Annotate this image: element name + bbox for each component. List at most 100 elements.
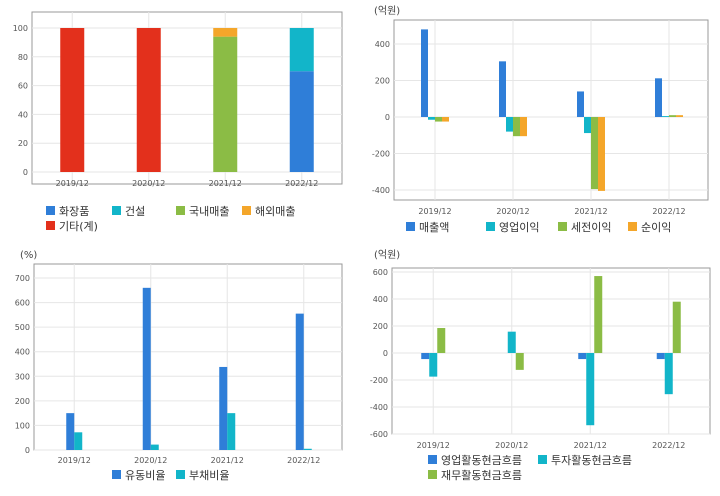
- y-tick-label: 200: [375, 77, 390, 86]
- chart-frame: [393, 19, 709, 201]
- chart-4: -600 -400 -200 0 200 400 600 2019/12 2020/12 2021…: [370, 249, 711, 482]
- legend-label: 세전이익: [571, 221, 611, 234]
- bar-재무활동현금흐름: [515, 353, 524, 370]
- bar-부채비율: [227, 413, 236, 450]
- bar-투자활동현금흐름: [507, 331, 516, 353]
- y-tick-label: 0: [25, 446, 30, 455]
- bar-매출액: [421, 29, 428, 117]
- x-tick-label: 2021/12: [211, 456, 244, 465]
- legend[interactable]: 매출액 영업이익 세전이익 순이익: [406, 221, 671, 234]
- legend[interactable]: 유동비율 부채비율: [112, 469, 229, 482]
- y-tick-label: 0: [23, 168, 28, 177]
- y-tick-label: -400: [372, 186, 390, 195]
- x-tick-label: 2022/12: [652, 441, 685, 450]
- bar-영업활동현금흐름: [656, 353, 665, 360]
- legend-swatch: [486, 222, 495, 231]
- bar-세전이익: [669, 115, 676, 117]
- legend-label: 매출액: [419, 221, 449, 234]
- x-tick-label: 2020/12: [132, 179, 165, 188]
- legend-label: 화장품: [59, 205, 89, 218]
- unit-label: (억원): [374, 5, 400, 17]
- y-tick-label: 20: [18, 139, 28, 148]
- x-tick-label: 2022/12: [285, 179, 318, 188]
- y-tick-label: 0: [383, 349, 388, 358]
- bar-유동비율: [295, 313, 304, 450]
- legend-swatch: [176, 206, 185, 215]
- x-tick-label: 2021/12: [209, 179, 242, 188]
- legend-label: 국내매출: [189, 205, 229, 218]
- chart-3: 0 100 200 300 400 500 600 700 2019/12 2020/12 2021…: [15, 250, 343, 482]
- x-tick-label: 2022/12: [652, 207, 685, 216]
- y-tick-label: -600: [370, 430, 388, 439]
- bar-세전이익: [513, 117, 520, 137]
- x-tick-label: 2021/12: [574, 441, 607, 450]
- y-tick-label: 100: [15, 421, 30, 430]
- y-tick-label: 700: [15, 274, 30, 283]
- legend-label: 순이익: [641, 221, 671, 234]
- bar-투자활동현금흐름: [664, 353, 673, 395]
- y-tick-label: 400: [373, 295, 388, 304]
- legend-swatch: [46, 206, 55, 215]
- bar-매출액: [577, 91, 584, 117]
- legend-label: 재무활동현금흐름: [441, 468, 522, 482]
- bar-재무활동현금흐름: [437, 328, 446, 353]
- legend-label: 기타(계): [59, 220, 98, 233]
- chart-1: 0 20 40 60 80 100 2019/12 2020/12 2021/12 2022/12…: [13, 11, 343, 233]
- bar-세전이익: [591, 117, 598, 190]
- bar-영업활동현금흐름: [578, 353, 587, 360]
- bar-부채비율: [303, 448, 312, 450]
- y-tick-label: 40: [18, 110, 28, 119]
- y-tick-label: 600: [15, 299, 30, 308]
- bar-영업활동현금흐름: [421, 353, 430, 360]
- legend-label: 영업이익: [499, 221, 539, 234]
- x-tick-label: 2021/12: [574, 207, 607, 216]
- x-tick-label: 2019/12: [418, 207, 451, 216]
- bar-유동비율: [219, 366, 228, 450]
- bar-국내매출: [213, 36, 238, 172]
- legend-label: 해외매출: [255, 204, 295, 218]
- y-tick-label: 400: [15, 348, 30, 357]
- x-tick-label: 2020/12: [495, 441, 528, 450]
- bar-순이익: [442, 117, 449, 122]
- chart-frame: [31, 11, 343, 185]
- bar-기타(계): [60, 28, 85, 172]
- bar-매출액: [499, 61, 506, 117]
- y-tick-label: 500: [15, 323, 30, 332]
- legend-swatch: [428, 470, 437, 479]
- x-tick-label: 2022/12: [287, 456, 320, 465]
- bar-순이익: [676, 115, 683, 117]
- x-tick-label: 2019/12: [56, 179, 89, 188]
- unit-label: (%): [20, 250, 37, 261]
- y-tick-label: 0: [385, 113, 390, 122]
- x-tick-label: 2019/12: [417, 441, 450, 450]
- y-tick-label: 600: [373, 268, 388, 277]
- bar-영업이익: [584, 117, 591, 134]
- bar-부채비율: [150, 444, 159, 450]
- legend-swatch: [112, 206, 121, 215]
- y-tick-label: -200: [372, 150, 390, 159]
- legend-swatch: [628, 222, 637, 231]
- y-tick-label: 200: [373, 322, 388, 331]
- legend-swatch: [112, 470, 121, 479]
- chart-2: -400 -200 0 200 400 2019/12 2020/12 2021/12 2022…: [372, 5, 709, 234]
- bar-건설: [289, 28, 314, 72]
- x-tick-label: 2019/12: [58, 456, 91, 465]
- unit-label: (억원): [374, 249, 400, 261]
- legend-swatch: [46, 221, 55, 230]
- x-tick-label: 2020/12: [496, 207, 529, 216]
- bar-영업이익: [428, 117, 435, 120]
- bar-유동비율: [66, 413, 75, 450]
- legend-swatch: [558, 222, 567, 231]
- legend-swatch: [538, 455, 547, 464]
- legend-label: 영업활동현금흐름: [441, 453, 522, 467]
- y-tick-label: 400: [375, 40, 390, 49]
- y-tick-label: 100: [13, 24, 28, 33]
- bar-기타(계): [136, 28, 161, 172]
- legend-label: 투자활동현금흐름: [551, 453, 632, 467]
- bar-세전이익: [435, 117, 442, 122]
- y-tick-label: 300: [15, 372, 30, 381]
- y-tick-label: 200: [15, 397, 30, 406]
